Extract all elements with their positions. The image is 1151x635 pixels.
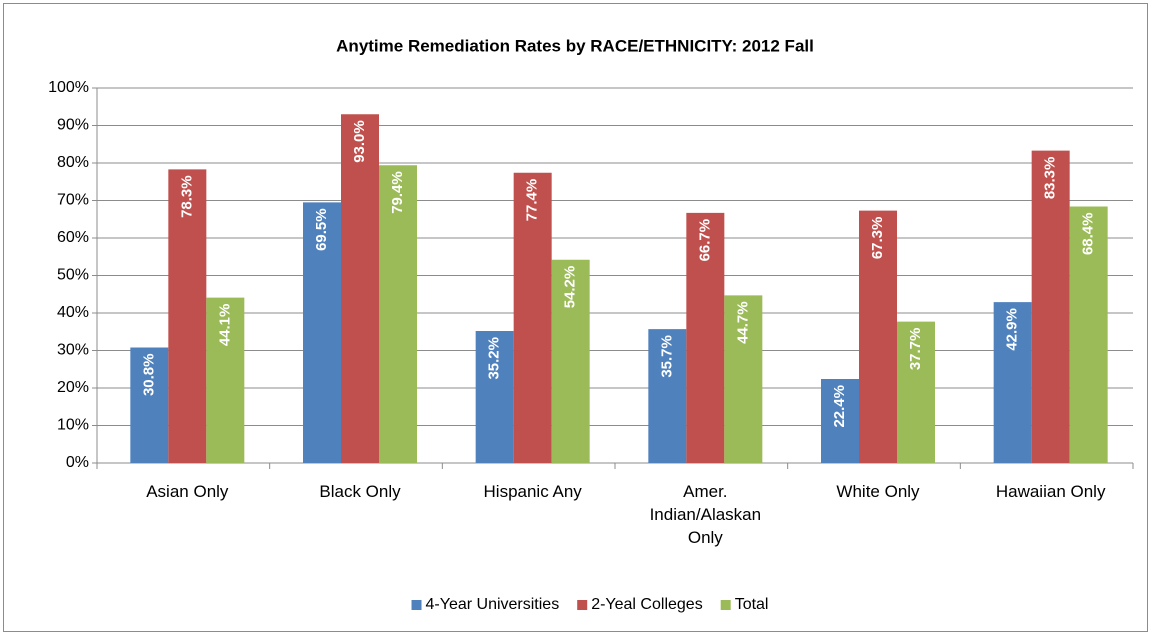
x-tick-label: Asian Only (146, 482, 229, 501)
legend-swatch (411, 600, 422, 610)
data-label: 93.0% (351, 120, 368, 163)
data-label: 68.4% (1080, 213, 1097, 256)
x-tick-label: Hawaiian Only (995, 482, 1106, 501)
bar (1069, 206, 1108, 463)
data-label: 44.7% (734, 301, 751, 344)
data-label: 54.2% (562, 266, 579, 309)
data-label: 77.4% (524, 179, 541, 222)
data-label: 66.7% (696, 219, 713, 262)
bar (897, 321, 935, 463)
y-tick-label: 10% (57, 417, 89, 434)
x-tick-label: Hispanic Any (483, 482, 582, 501)
x-tick-label-box: White Only (836, 482, 920, 501)
chart-title: Anytime Remediation Rates by RACE/ETHNIC… (336, 36, 814, 55)
y-tick-label: 50% (57, 267, 89, 284)
y-tick-label: 90% (57, 117, 89, 134)
y-tick-label: 20% (57, 379, 89, 396)
data-label: 42.9% (1004, 308, 1021, 351)
data-label: 83.3% (1042, 157, 1059, 200)
bar (1031, 150, 1070, 463)
x-tick-label: White Only (836, 482, 920, 501)
y-tick-label: 60% (57, 229, 89, 246)
bar (686, 212, 725, 463)
bar (168, 169, 207, 463)
data-label: 37.7% (907, 328, 924, 371)
bar (513, 172, 552, 463)
bar (551, 259, 590, 463)
x-tick-label-box: Hispanic Any (483, 482, 582, 501)
data-label: 79.4% (389, 171, 406, 214)
data-label: 30.8% (140, 354, 157, 397)
x-tick-label-box: Hawaiian Only (995, 482, 1106, 501)
data-label: 67.3% (869, 217, 886, 260)
y-tick-label: 80% (57, 154, 89, 171)
data-label: 35.7% (658, 335, 675, 378)
bar (648, 329, 687, 463)
bar (206, 297, 245, 463)
y-tick-label: 70% (57, 192, 89, 209)
bar (475, 331, 514, 463)
data-label: 22.4% (831, 385, 848, 428)
x-tick-label-box: Black Only (319, 482, 401, 501)
legend-swatch (720, 600, 731, 610)
bar (859, 210, 897, 463)
bar (130, 347, 169, 463)
bar (724, 295, 763, 463)
legend-swatch (577, 600, 588, 610)
x-tick-label: Amer. Indian/Alaskan Only (649, 482, 762, 547)
legend-label: 2-Yeal Colleges (591, 596, 702, 613)
bar (341, 114, 379, 463)
y-tick-label: 0% (66, 454, 89, 471)
legend-label: Total (735, 596, 769, 613)
legend: 4-Year Universities 2-Yeal Colleges Total (411, 596, 769, 613)
data-label: 69.5% (313, 208, 330, 251)
legend-label: 4-Year Universities (426, 596, 560, 613)
bar (993, 302, 1032, 463)
y-tick-label: 30% (57, 342, 89, 359)
data-label: 78.3% (178, 175, 195, 218)
bar (303, 202, 341, 463)
x-tick-label: Black Only (319, 482, 401, 501)
bar (379, 165, 417, 463)
y-tick-label: 40% (57, 304, 89, 321)
y-tick-label: 100% (48, 79, 89, 96)
x-tick-label-box: Asian Only (146, 482, 229, 501)
data-label: 44.1% (216, 304, 233, 347)
x-tick-label-box: Amer. Indian/Alaskan Only (649, 482, 762, 547)
bar (821, 379, 859, 463)
data-label: 35.2% (486, 337, 503, 380)
